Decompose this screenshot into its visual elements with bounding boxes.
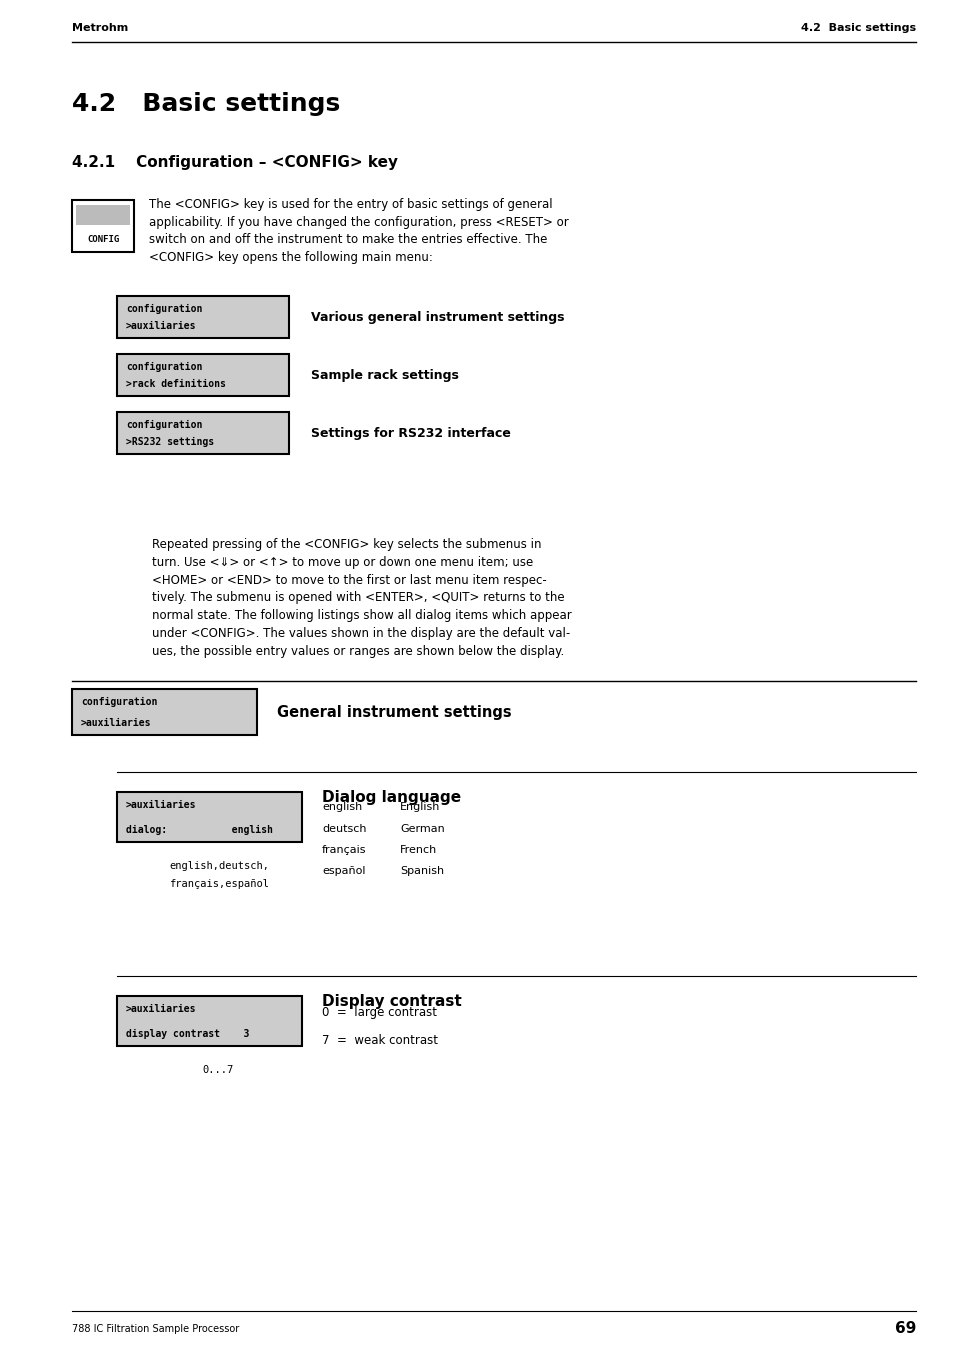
FancyBboxPatch shape bbox=[117, 412, 289, 454]
Text: français: français bbox=[322, 844, 366, 855]
Text: english: english bbox=[322, 802, 362, 812]
Text: Metrohm: Metrohm bbox=[71, 23, 128, 32]
Text: 0...7: 0...7 bbox=[202, 1065, 233, 1075]
Text: 4.2   Basic settings: 4.2 Basic settings bbox=[71, 92, 340, 116]
Text: español: español bbox=[322, 866, 365, 877]
Text: under <CONFIG>. The values shown in the display are the default val-: under <CONFIG>. The values shown in the … bbox=[152, 627, 570, 640]
Text: French: French bbox=[399, 844, 436, 855]
Text: turn. Use <⇓> or <↑> to move up or down one menu item; use: turn. Use <⇓> or <↑> to move up or down … bbox=[152, 555, 533, 569]
Text: >rack definitions: >rack definitions bbox=[126, 380, 226, 389]
Text: display contrast    3: display contrast 3 bbox=[126, 1029, 249, 1039]
Text: Sample rack settings: Sample rack settings bbox=[311, 369, 458, 381]
Text: >auxiliaries: >auxiliaries bbox=[126, 1004, 196, 1015]
Text: 69: 69 bbox=[894, 1321, 915, 1336]
Text: configuration: configuration bbox=[126, 304, 202, 313]
Text: configuration: configuration bbox=[81, 697, 157, 707]
Text: applicability. If you have changed the configuration, press <RESET> or: applicability. If you have changed the c… bbox=[149, 216, 568, 228]
Text: Display contrast: Display contrast bbox=[322, 994, 461, 1009]
Text: English: English bbox=[399, 802, 440, 812]
Text: switch on and off the instrument to make the entries effective. The: switch on and off the instrument to make… bbox=[149, 232, 547, 246]
Text: français,español: français,español bbox=[169, 880, 269, 889]
FancyBboxPatch shape bbox=[117, 996, 302, 1046]
Text: configuration: configuration bbox=[126, 420, 202, 430]
FancyBboxPatch shape bbox=[117, 792, 302, 842]
Text: <CONFIG> key opens the following main menu:: <CONFIG> key opens the following main me… bbox=[149, 250, 433, 263]
FancyBboxPatch shape bbox=[71, 200, 133, 253]
Text: General instrument settings: General instrument settings bbox=[276, 704, 511, 720]
Text: ues, the possible entry values or ranges are shown below the display.: ues, the possible entry values or ranges… bbox=[152, 644, 563, 658]
Text: German: German bbox=[399, 824, 444, 834]
Text: Repeated pressing of the <CONFIG> key selects the submenus in: Repeated pressing of the <CONFIG> key se… bbox=[152, 538, 541, 551]
Text: >auxiliaries: >auxiliaries bbox=[126, 322, 196, 331]
Text: 7  =  weak contrast: 7 = weak contrast bbox=[322, 1034, 437, 1047]
Text: deutsch: deutsch bbox=[322, 824, 366, 834]
Text: >auxiliaries: >auxiliaries bbox=[81, 717, 152, 728]
Text: configuration: configuration bbox=[126, 362, 202, 372]
Text: 788 IC Filtration Sample Processor: 788 IC Filtration Sample Processor bbox=[71, 1324, 239, 1333]
Text: english,deutsch,: english,deutsch, bbox=[169, 861, 269, 871]
Text: Various general instrument settings: Various general instrument settings bbox=[311, 311, 564, 323]
Text: >auxiliaries: >auxiliaries bbox=[126, 800, 196, 811]
Text: 4.2  Basic settings: 4.2 Basic settings bbox=[800, 23, 915, 32]
Text: >RS232 settings: >RS232 settings bbox=[126, 436, 213, 447]
Text: Spanish: Spanish bbox=[399, 866, 444, 877]
FancyBboxPatch shape bbox=[117, 296, 289, 338]
FancyBboxPatch shape bbox=[117, 354, 289, 396]
Text: tively. The submenu is opened with <ENTER>, <QUIT> returns to the: tively. The submenu is opened with <ENTE… bbox=[152, 592, 564, 604]
Text: Dialog language: Dialog language bbox=[322, 790, 460, 805]
FancyBboxPatch shape bbox=[71, 689, 256, 735]
Text: CONFIG: CONFIG bbox=[87, 235, 119, 245]
Text: dialog:           english: dialog: english bbox=[126, 825, 273, 835]
Text: <HOME> or <END> to move to the first or last menu item respec-: <HOME> or <END> to move to the first or … bbox=[152, 574, 546, 586]
Text: 4.2.1    Configuration – <CONFIG> key: 4.2.1 Configuration – <CONFIG> key bbox=[71, 155, 397, 170]
FancyBboxPatch shape bbox=[76, 205, 130, 226]
Text: 0  =  large contrast: 0 = large contrast bbox=[322, 1006, 436, 1019]
Text: The <CONFIG> key is used for the entry of basic settings of general: The <CONFIG> key is used for the entry o… bbox=[149, 199, 552, 211]
Text: normal state. The following listings show all dialog items which appear: normal state. The following listings sho… bbox=[152, 609, 571, 623]
Text: Settings for RS232 interface: Settings for RS232 interface bbox=[311, 427, 511, 439]
